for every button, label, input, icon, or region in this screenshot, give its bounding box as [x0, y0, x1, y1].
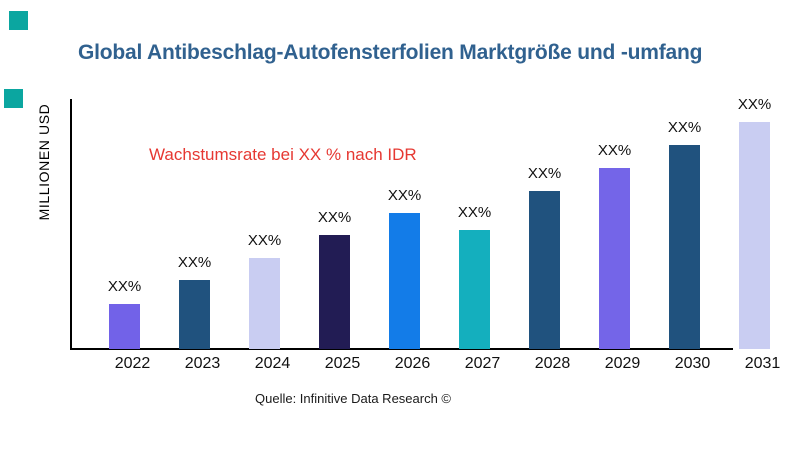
bar-2023 — [179, 280, 210, 349]
bar-2031 — [739, 122, 770, 349]
bar-value-label-2022: XX% — [107, 278, 142, 295]
bar-2022 — [109, 304, 140, 349]
x-tick-label-2031: 2031 — [744, 355, 781, 372]
bar-value-label-2029: XX% — [597, 142, 632, 159]
x-tick-label-2023: 2023 — [184, 355, 221, 372]
x-tick-label-2030: 2030 — [674, 355, 711, 372]
x-tick-label-2022: 2022 — [114, 355, 151, 372]
bar-2029 — [599, 168, 630, 349]
bar-2024 — [249, 258, 280, 349]
x-tick-label-2026: 2026 — [394, 355, 431, 372]
bar-value-label-2031: XX% — [737, 96, 772, 113]
bar-2026 — [389, 213, 420, 349]
bar-value-label-2025: XX% — [317, 209, 352, 226]
x-axis-line — [70, 348, 733, 350]
bar-2028 — [529, 191, 560, 349]
chart-title: Global Antibeschlag-Autofensterfolien Ma… — [78, 41, 703, 64]
bar-value-label-2026: XX% — [387, 187, 422, 204]
brand-square-top-left — [9, 11, 28, 30]
x-tick-label-2024: 2024 — [254, 355, 291, 372]
x-tick-label-2027: 2027 — [464, 355, 501, 372]
bar-value-label-2023: XX% — [177, 254, 212, 271]
x-tick-label-2029: 2029 — [604, 355, 641, 372]
growth-rate-annotation: Wachstumsrate bei XX % nach IDR — [149, 145, 417, 164]
y-axis-label: MILLIONEN USD — [36, 103, 52, 221]
bar-value-label-2028: XX% — [527, 165, 562, 182]
brand-square-left-edge — [4, 89, 23, 108]
bar-value-label-2030: XX% — [667, 119, 702, 136]
bar-2025 — [319, 235, 350, 349]
bar-value-label-2024: XX% — [247, 232, 282, 249]
x-tick-label-2028: 2028 — [534, 355, 571, 372]
bar-2030 — [669, 145, 700, 349]
x-tick-label-2025: 2025 — [324, 355, 361, 372]
y-axis-line — [70, 99, 72, 350]
source-credit: Quelle: Infinitive Data Research © — [255, 391, 452, 406]
bar-value-label-2027: XX% — [457, 204, 492, 221]
bar-2027 — [459, 230, 490, 349]
